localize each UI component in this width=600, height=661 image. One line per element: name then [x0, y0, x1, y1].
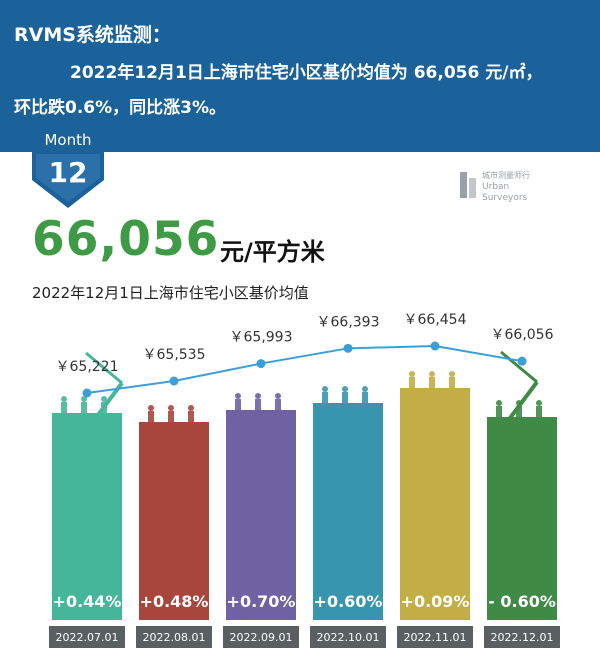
- trend-point-0: [82, 388, 92, 398]
- date-strip-4: [397, 626, 473, 648]
- crane-right-icon-arm: [500, 350, 538, 384]
- change-label-0: +0.44%: [53, 592, 122, 611]
- bar-3: [313, 403, 383, 620]
- date-strip-3: [310, 626, 386, 648]
- change-label-5: - 0.60%: [488, 592, 556, 611]
- worker-head-icon: [362, 386, 368, 392]
- date-strip-0: [49, 626, 125, 648]
- worker-body-icon: [275, 399, 281, 410]
- worker-head-icon: [61, 396, 67, 402]
- worker-body-icon: [496, 406, 502, 417]
- worker-head-icon: [255, 393, 261, 399]
- worker-head-icon: [81, 396, 87, 402]
- bar-1: [139, 422, 209, 620]
- bar-2: [226, 410, 296, 620]
- worker-body-icon: [148, 411, 154, 422]
- date-label-2: 2022.09.01: [230, 631, 293, 644]
- banner-change-line: 环比跌0.6%，同比涨3%。: [14, 98, 227, 118]
- date-strip-1: [136, 626, 212, 648]
- date-label-3: 2022.10.01: [317, 631, 380, 644]
- worker-body-icon: [81, 402, 87, 413]
- value-label-4: ￥66,454: [404, 312, 467, 328]
- change-label-1: +0.48%: [140, 592, 209, 611]
- trend-point-4: [430, 341, 440, 351]
- month-number: 12: [48, 156, 88, 189]
- worker-body-icon: [536, 406, 542, 417]
- worker-body-icon: [516, 406, 522, 417]
- worker-head-icon: [429, 371, 435, 377]
- month-label: Month: [44, 131, 92, 149]
- worker-body-icon: [429, 377, 435, 388]
- trend-line: [86, 344, 523, 394]
- price-chart: +0.44% 2022.07.01 +0.48% 2022.08.01 +0.70% 20…: [49, 312, 560, 648]
- worker-head-icon: [449, 371, 455, 377]
- worker-head-icon: [322, 386, 328, 392]
- worker-body-icon: [235, 399, 241, 410]
- worker-body-icon: [342, 392, 348, 403]
- value-label-3: ￥66,393: [317, 314, 380, 330]
- worker-head-icon: [496, 400, 502, 406]
- summary-banner: RVMS系统监测： 2022年12月1日上海市住宅小区基价均值为 66,056 …: [0, 0, 600, 152]
- bar-5: [487, 417, 557, 620]
- worker-head-icon: [101, 396, 107, 402]
- crane-right-icon: [505, 380, 539, 424]
- change-label-2: +0.70%: [227, 592, 296, 611]
- worker-head-icon: [409, 371, 415, 377]
- worker-head-icon: [235, 393, 241, 399]
- date-strip-5: [484, 626, 560, 648]
- worker-head-icon: [275, 393, 281, 399]
- value-label-1: ￥65,535: [143, 347, 206, 363]
- trend-point-1: [169, 376, 179, 386]
- bar-0: [52, 413, 122, 620]
- headline-unit: 元/平方米: [220, 238, 325, 266]
- worker-head-icon: [342, 386, 348, 392]
- date-strip-2: [223, 626, 299, 648]
- date-label-0: 2022.07.01: [56, 631, 119, 644]
- worker-body-icon: [61, 402, 67, 413]
- worker-body-icon: [409, 377, 415, 388]
- company-logo: 城市测量师行 Urban Surveyors: [460, 170, 530, 203]
- worker-head-icon: [536, 400, 542, 406]
- logo-text-surveyors: Surveyors: [482, 193, 528, 203]
- change-label-3: +0.60%: [314, 592, 383, 611]
- worker-head-icon: [188, 405, 194, 411]
- headline-subtitle: 2022年12月1日上海市住宅小区基价均值: [32, 284, 309, 302]
- crane-left-icon-arm: [85, 351, 123, 385]
- worker-head-icon: [168, 405, 174, 411]
- trend-point-5: [517, 356, 527, 366]
- date-label-5: 2022.12.01: [491, 631, 554, 644]
- headline-value: 66,056: [32, 212, 220, 267]
- trend-point-3: [343, 343, 353, 353]
- worker-body-icon: [255, 399, 261, 410]
- logo-text-cn: 城市测量师行: [482, 170, 530, 180]
- worker-body-icon: [362, 392, 368, 403]
- value-label-0: ￥65,221: [56, 359, 119, 375]
- bar-4: [400, 388, 470, 620]
- change-label-4: +0.09%: [401, 592, 470, 611]
- value-label-2: ￥65,993: [230, 330, 293, 346]
- logo-text-urban: Urban: [482, 182, 509, 192]
- banner-title: RVMS系统监测：: [14, 24, 171, 46]
- worker-body-icon: [449, 377, 455, 388]
- worker-body-icon: [188, 411, 194, 422]
- worker-body-icon: [322, 392, 328, 403]
- month-badge-icon: [32, 130, 104, 208]
- trend-point-2: [256, 359, 266, 369]
- date-label-1: 2022.08.01: [143, 631, 206, 644]
- value-label-5: ￥66,056: [491, 327, 554, 343]
- worker-head-icon: [148, 405, 154, 411]
- date-label-4: 2022.11.01: [404, 631, 467, 644]
- banner-summary-line: 2022年12月1日上海市住宅小区基价均值为 66,056 元/㎡，: [70, 63, 543, 83]
- worker-body-icon: [168, 411, 174, 422]
